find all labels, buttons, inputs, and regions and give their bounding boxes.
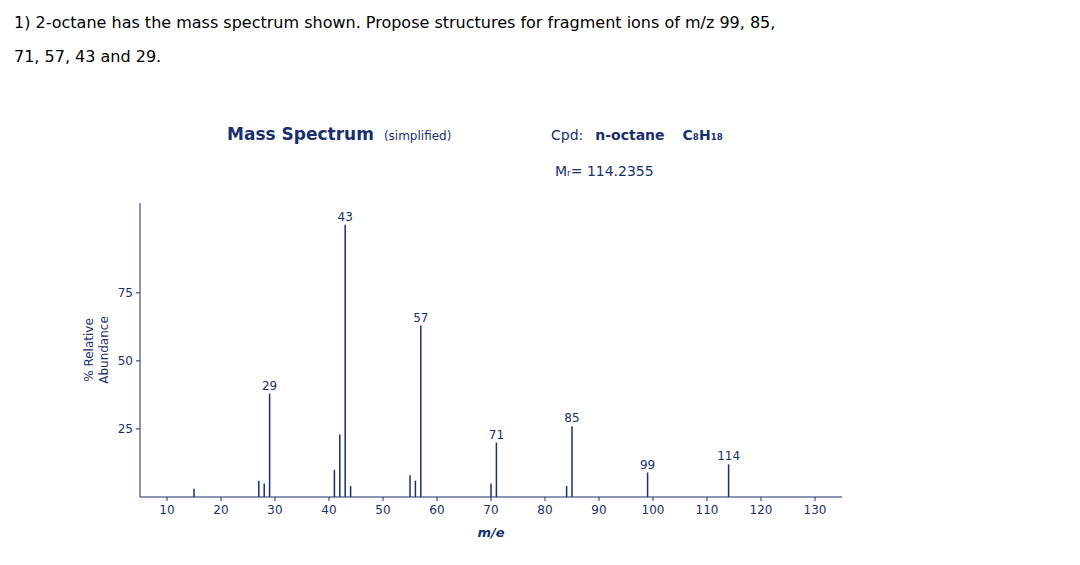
x-tick — [491, 497, 492, 501]
x-tick — [599, 497, 600, 501]
peak-label: 71 — [489, 428, 504, 442]
x-tick-label: 10 — [159, 503, 174, 517]
x-axis-label: m/e — [477, 525, 504, 540]
x-tick — [815, 497, 816, 501]
peak-label: 29 — [262, 379, 277, 393]
title-row: Mass Spectrum (simplified) — [227, 124, 451, 144]
compound-name: n-octane — [595, 127, 664, 143]
x-tick — [221, 497, 222, 501]
stem — [647, 473, 649, 498]
x-tick-label: 100 — [642, 503, 665, 517]
x-tick — [329, 497, 330, 501]
stem — [193, 489, 195, 497]
molar-mass: Mᵣ= 114.2355 — [555, 163, 654, 179]
stem — [334, 470, 336, 497]
y-tick — [136, 428, 140, 429]
peak-label: 57 — [413, 311, 428, 325]
x-tick — [275, 497, 276, 501]
stem — [415, 481, 417, 497]
y-tick-label: 50 — [118, 354, 133, 368]
x-tick — [167, 497, 168, 501]
y-tick — [136, 292, 140, 293]
stem — [566, 486, 568, 497]
x-tick — [437, 497, 438, 501]
stem — [263, 483, 265, 497]
title: Mass Spectrum — [227, 124, 374, 144]
y-axis-label: % RelativeAbundance — [82, 316, 111, 384]
y-axis-label-line: % Relative — [82, 318, 96, 382]
stem — [258, 481, 260, 497]
x-tick — [653, 497, 654, 501]
stem — [269, 394, 271, 497]
stems — [194, 225, 729, 497]
y-tick — [136, 360, 140, 361]
header-line: 1) 2-octane has the mass spectrum shown.… — [14, 13, 775, 32]
x-tick-label: 30 — [267, 503, 282, 517]
x-tick-label: 20 — [213, 503, 228, 517]
x-tick — [383, 497, 384, 501]
peak-label: 99 — [640, 458, 655, 472]
stem — [339, 434, 341, 497]
stem — [490, 483, 492, 497]
stem — [344, 225, 346, 497]
compound-row: Cpd: n-octane C₈H₁₈ — [551, 127, 723, 143]
x-tick-label: 110 — [696, 503, 719, 517]
peak-label: 43 — [338, 210, 353, 224]
peak-label: 85 — [564, 411, 579, 425]
compound-label: Cpd: — [551, 127, 583, 143]
x-tick-label: 130 — [804, 503, 827, 517]
stem — [420, 326, 422, 498]
x-tick-label: 50 — [375, 503, 390, 517]
peak-label: 114 — [717, 449, 740, 463]
x-tick-label: 120 — [750, 503, 773, 517]
y-axis-label-line: Abundance — [97, 316, 111, 384]
chart: 1) 2-octane has the mass spectrum shown.… — [0, 0, 1080, 565]
y-tick-label: 75 — [118, 286, 133, 300]
y-tick-label: 25 — [118, 422, 133, 436]
header-line: 71, 57, 43 and 29. — [14, 47, 161, 66]
x-tick-label: 60 — [429, 503, 444, 517]
x-tick — [545, 497, 546, 501]
x-tick — [707, 497, 708, 501]
stem — [496, 443, 498, 497]
x-tick-label: 80 — [537, 503, 552, 517]
stem — [571, 426, 573, 497]
stem — [728, 464, 730, 497]
x-tick — [761, 497, 762, 501]
stem — [350, 486, 352, 497]
x-tick-label: 70 — [483, 503, 498, 517]
x-tick-label: 90 — [591, 503, 606, 517]
stem — [409, 475, 411, 497]
y-axis — [140, 203, 141, 497]
subtitle: (simplified) — [384, 129, 451, 143]
x-tick-label: 40 — [321, 503, 336, 517]
formula: C₈H₁₈ — [683, 127, 723, 143]
